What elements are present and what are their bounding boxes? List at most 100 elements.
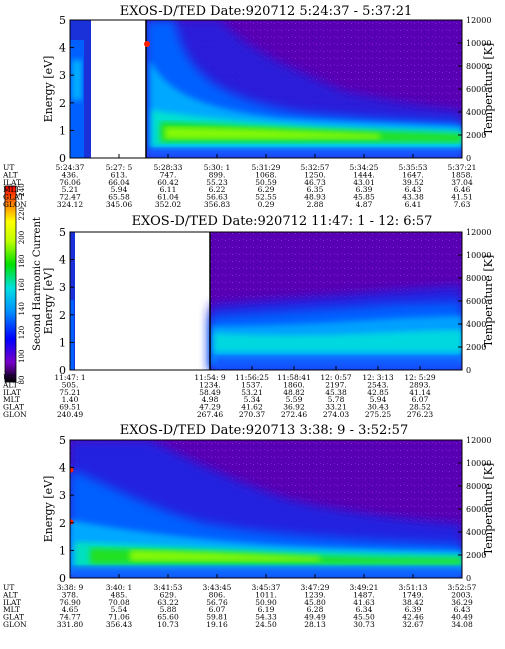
table-cell: 46.73: [304, 178, 326, 187]
y2-tick-label: 4000: [466, 108, 486, 117]
y2-tick-label: 10000: [466, 39, 491, 48]
table-cell: 6.41: [405, 200, 422, 209]
table-cell: 6.19: [258, 605, 275, 614]
table-cell: 42.46: [402, 613, 424, 622]
row-label: GLAT: [3, 403, 24, 412]
table-cell: 41.62: [241, 403, 263, 412]
table-cell: 59.81: [206, 613, 227, 622]
table-cell: 1239.: [304, 590, 325, 599]
y2-tick-label: 8000: [466, 62, 486, 71]
table-cell: 70.08: [108, 598, 130, 607]
row-label: GLAT: [3, 613, 24, 622]
y-tick-label: 1: [59, 544, 66, 557]
spectrogram-image: [70, 20, 462, 158]
table-cell: 1234.: [199, 380, 220, 389]
y-tick-label: 3: [59, 69, 66, 82]
table-cell: 74.77: [59, 613, 81, 622]
y-tick-label: 5: [59, 14, 66, 27]
table-cell: 33.21: [325, 403, 346, 412]
y-axis-label: Energy [eV]: [42, 56, 55, 123]
table-cell: 54.33: [255, 613, 277, 622]
colorbar-tick-label: 200: [18, 231, 26, 244]
table-cell: 6.43: [405, 185, 422, 194]
table-cell: 12: 3:13: [362, 373, 394, 382]
table-cell: 806.: [209, 590, 226, 599]
y2-tick-label: 8000: [466, 274, 486, 283]
table-cell: 1444.: [353, 170, 374, 179]
table-cell: 6.35: [307, 185, 324, 194]
colorbar-tick-label: 240: [18, 183, 26, 196]
table-cell: 45.85: [353, 193, 375, 202]
y-tick-label: 4: [59, 42, 66, 55]
y-tick-label: 4: [59, 254, 66, 267]
y-axis-left: 0 1 2 3 4 5: [59, 434, 74, 585]
y2-axis-label: Temperature [K]: [482, 255, 495, 347]
table-cell: 5.34: [244, 395, 261, 404]
colorbar-scale: [4, 185, 17, 383]
y2-tick-label: 4000: [466, 320, 486, 329]
table-cell: 274.03: [323, 410, 349, 419]
table-cell: 48.82: [283, 388, 305, 397]
table-cell: 72.47: [59, 193, 81, 202]
table-cell: 42.85: [367, 388, 389, 397]
y2-tick-label: 0: [466, 154, 471, 163]
table-cell: 1068.: [255, 170, 276, 179]
table-cell: 1749.: [402, 590, 423, 599]
y2-tick-label: 2000: [466, 131, 486, 140]
table-cell: 899.: [209, 170, 226, 179]
table-cell: 19.16: [206, 620, 228, 629]
table-cell: 613.: [111, 170, 128, 179]
table-cell: 276.23: [407, 410, 433, 419]
table-cell: 63.22: [157, 598, 179, 607]
row-label: GLAT: [3, 193, 24, 202]
table-cell: 65.58: [108, 193, 130, 202]
table-cell: 2197.: [325, 380, 346, 389]
table-cell: 3:45:37: [252, 583, 281, 592]
table-cell: 5:32:57: [301, 163, 330, 172]
y2-tick-label: 8000: [466, 482, 486, 491]
y2-tick-label: 6000: [466, 85, 486, 94]
table-cell: 1860.: [283, 380, 304, 389]
table-cell: 747.: [160, 170, 177, 179]
table-cell: 45.50: [353, 613, 375, 622]
colorbar-tick-label: 220: [18, 207, 26, 220]
table-cell: 3:40: 1: [106, 583, 133, 592]
table-cell: 52.55: [255, 193, 277, 202]
y-axis-right: 0 2000 4000 6000 8000 10000 12000: [458, 16, 491, 163]
y2-tick-label: 0: [466, 574, 471, 583]
spectrogram-panel-2: EXOS-D/TED Date:920712 11:47: 1 - 12: 6:…: [2, 214, 495, 419]
table-cell: 1858.: [451, 170, 472, 179]
table-cell: 45.80: [304, 598, 326, 607]
table-cell: 40.49: [451, 613, 473, 622]
table-cell: 1.40: [62, 395, 79, 404]
colorbar: 80 100 120 140 160 180 200 220 240 Second Harmon…: [4, 183, 43, 384]
table-cell: 6.07: [412, 395, 429, 404]
table-cell: 324.12: [57, 200, 83, 209]
table-cell: 43.38: [402, 193, 424, 202]
row-label: MLT: [3, 395, 20, 404]
table-cell: 4.65: [62, 605, 79, 614]
table-cell: 6.43: [454, 605, 471, 614]
row-label: ILAT: [3, 178, 21, 187]
table-cell: 2003.: [451, 590, 472, 599]
table-cell: 352.02: [155, 200, 181, 209]
table-cell: 28.13: [304, 620, 326, 629]
table-cell: 11:47: 1: [54, 373, 85, 382]
colorbar-tick-label: 120: [18, 326, 26, 339]
y-axis-left: 0 1 2 3 4 5: [59, 226, 74, 377]
spectrogram-panel-3: EXOS-D/TED Date:920713 3:38: 9 - 3:52:57…: [2, 423, 495, 629]
table-cell: 1537.: [241, 380, 262, 389]
y-tick-label: 5: [59, 434, 66, 447]
table-cell: 6.28: [307, 605, 324, 614]
table-cell: 6.22: [209, 185, 226, 194]
row-label: UT: [3, 373, 14, 382]
y2-axis-label: Temperature [K]: [482, 463, 495, 555]
table-cell: 28.52: [409, 403, 431, 412]
table-cell: 1011.: [255, 590, 276, 599]
row-label: GLON: [3, 200, 27, 209]
colorbar-tick-label: 140: [18, 302, 26, 315]
table-cell: 12: 0:57: [320, 373, 352, 382]
y-tick-label: 1: [59, 336, 66, 349]
table-cell: 75.21: [59, 388, 80, 397]
y-tick-label: 4: [59, 462, 66, 475]
